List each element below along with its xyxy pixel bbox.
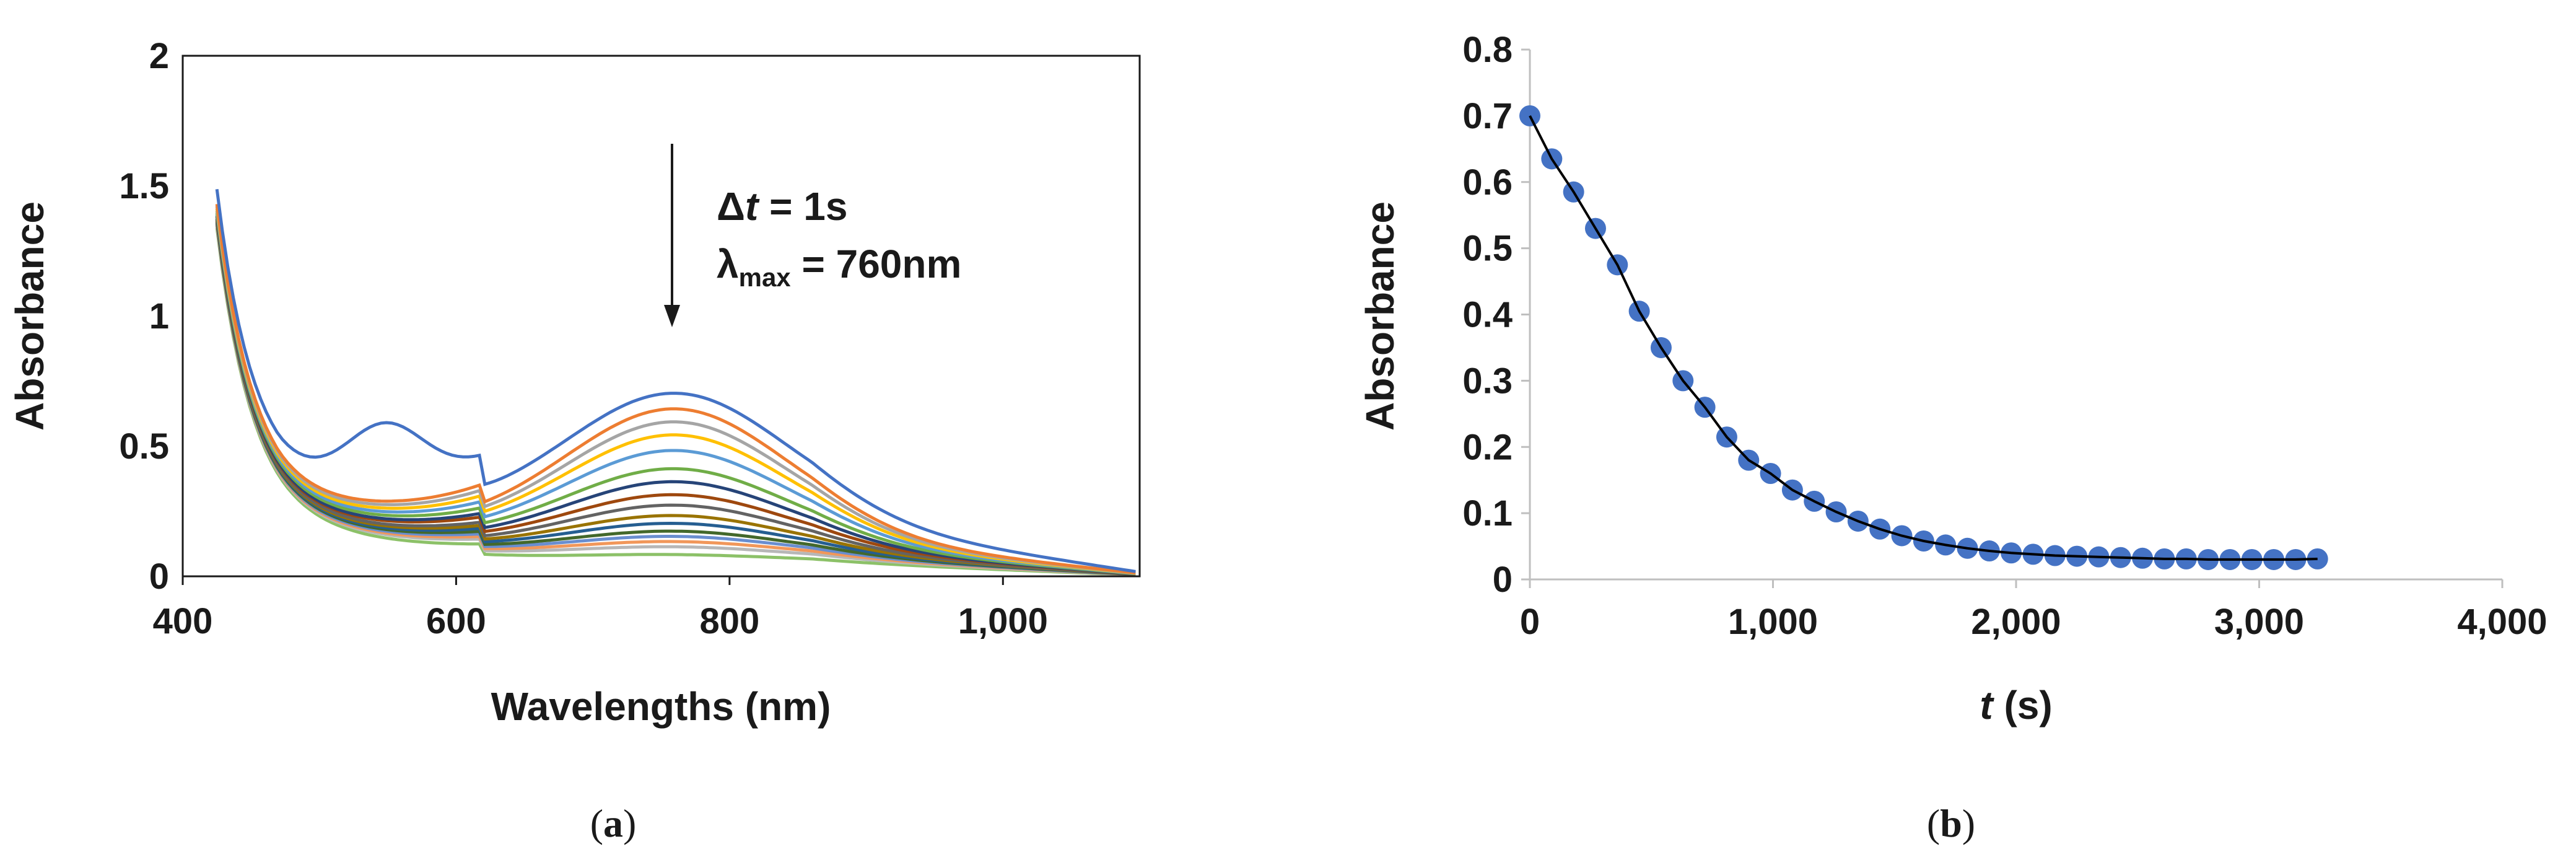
panel-a-y-axis-label: Absorbance [7,201,52,431]
panel-a-y-ticks: 0 0.5 1 1.5 2 [119,36,169,597]
x-tick-label: 1,000 [958,601,1048,641]
annotation-lambda-max: λmax = 760nm [717,242,961,292]
x-tick-label: 600 [426,601,486,641]
spectrum-line [215,219,1136,576]
y-tick-label: 0.1 [1462,493,1513,534]
y-tick-label: 0.5 [1462,229,1513,269]
y-tick-label: 0.2 [1462,427,1513,467]
x-tick-label: 3,000 [2214,602,2304,642]
panel-b-label: (b) [1927,801,1975,845]
x-tick-label: 800 [699,601,759,641]
x-tick-label: 1,000 [1728,602,1818,642]
panel-b-fit-curve [1529,115,2318,561]
panel-b-x-ticks: 0 1,000 2,000 3,000 4,000 [1520,579,2548,642]
panel-b-data-points [1519,105,2328,570]
data-point [2307,548,2328,570]
annotation-delta-t: Δt = 1s [717,184,847,229]
decay-arrow-head [664,305,680,327]
x-tick-label: 400 [153,601,213,641]
x-tick-label: 0 [1520,602,1540,642]
panel-a-curves [215,188,1136,576]
panel-a-plot-frame [181,55,1141,578]
y-tick-label: 0.8 [1462,30,1513,70]
panel-b-chart: 0 0.1 0.2 0.3 0.4 0.5 0.6 0.7 0.8 0 1,000 2,000 3,0… [1358,30,2548,845]
spectrum-line [215,188,1136,573]
panel-a-chart: 0 0.5 1 1.5 2 400 600 800 1,000 Wavelengths (nm… [7,36,1141,845]
panel-b-y-axis-label: Absorbance [1358,201,1402,431]
y-tick-label: 0.7 [1462,96,1513,136]
panel-b-y-ticks: 0 0.1 0.2 0.3 0.4 0.5 0.6 0.7 0.8 [1462,30,1530,600]
y-tick-label: 0.3 [1462,361,1513,401]
x-tick-label: 2,000 [1971,602,2061,642]
panel-a-label: (a) [590,801,637,845]
x-tick-label: 4,000 [2457,602,2547,642]
y-tick-label: 2 [149,36,169,76]
y-tick-label: 0.4 [1462,295,1513,335]
y-tick-label: 0.6 [1462,162,1513,203]
y-tick-label: 0 [149,556,169,597]
panel-b-x-axis-label: t (s) [1980,683,2052,728]
panel-a-x-ticks: 400 600 800 1,000 [153,576,1048,641]
spectrum-line [215,203,1136,574]
y-tick-label: 1 [149,296,169,336]
panel-a-x-axis-label: Wavelengths (nm) [491,684,831,729]
y-tick-label: 0 [1493,560,1513,600]
data-point [1519,105,1540,126]
y-tick-label: 0.5 [119,426,169,467]
y-tick-label: 1.5 [119,166,169,206]
